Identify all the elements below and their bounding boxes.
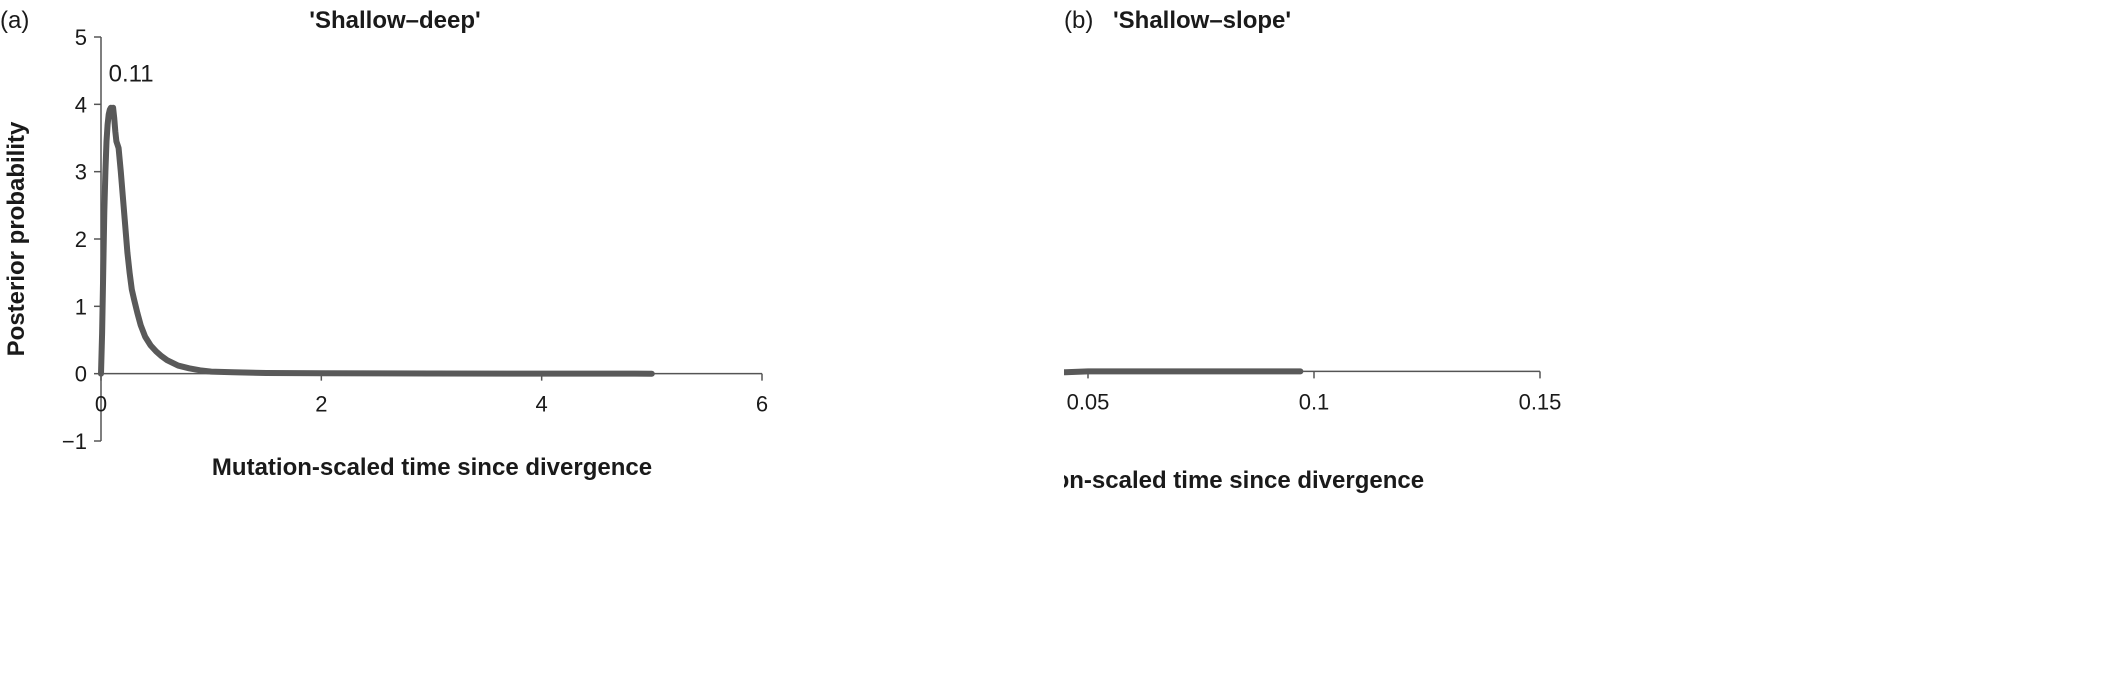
chart-title: 'Shallow–deep' (309, 7, 480, 34)
y-tick-label: 0 (75, 362, 87, 387)
x-tick-label: 4 (536, 392, 548, 417)
y-tick-label: −1 (62, 429, 87, 454)
y-tick-label: 1 (75, 294, 87, 319)
x-tick-label: 0.15 (1519, 389, 1562, 414)
y-tick-label: 4 (75, 92, 87, 117)
y-axis-label: Posterior probability (3, 121, 30, 356)
panel-label: (b) (1064, 7, 1093, 34)
y-tick-label: 2 (75, 227, 87, 252)
chart-b-svg: (b)'Shallow–slope'−2002040608000.050.10.… (1064, 7, 1562, 494)
y-tick-label: 5 (75, 25, 87, 50)
x-tick-label: 0.1 (1299, 389, 1330, 414)
x-tick-label: 0.05 (1067, 389, 1110, 414)
chart-panel-b: (b)'Shallow–slope'−2002040608000.050.10.… (1064, 0, 2128, 678)
series-line (98, 104, 655, 377)
x-tick-label: 0 (95, 392, 107, 417)
chart-a-svg: (a) 'Shallow–deep' −1 0 1 2 3 4 5 0 2 4 6 Mutation-sc… (0, 7, 768, 481)
x-axis-label: Mutation-scaled time since divergence (1064, 467, 1424, 494)
x-tick-label: 6 (756, 392, 768, 417)
y-tick-label: 3 (75, 160, 87, 185)
panel-label: (a) (0, 7, 29, 34)
x-axis-label: Mutation-scaled time since divergence (212, 454, 652, 481)
chart-panel-a: (a) 'Shallow–deep' −1 0 1 2 3 4 5 0 2 4 6 Mutation-sc… (0, 7, 768, 481)
series-line (1064, 368, 1304, 376)
peak-annotation: 0.11 (109, 61, 154, 88)
x-tick-label: 2 (315, 392, 327, 417)
chart-title: 'Shallow–slope' (1113, 7, 1291, 34)
